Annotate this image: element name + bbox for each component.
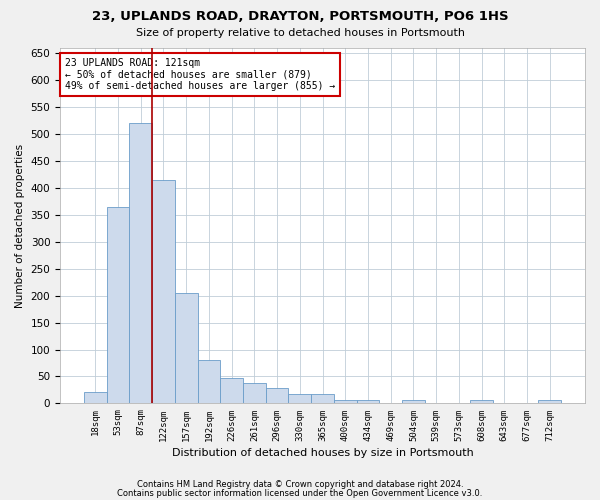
- Bar: [107, 206, 130, 404]
- Bar: [243, 383, 266, 404]
- Bar: [334, 400, 356, 404]
- Bar: [84, 392, 107, 404]
- Bar: [356, 400, 379, 404]
- Bar: [152, 180, 175, 404]
- Text: Size of property relative to detached houses in Portsmouth: Size of property relative to detached ho…: [136, 28, 464, 38]
- Bar: [402, 400, 425, 404]
- Bar: [220, 378, 243, 404]
- Text: 23, UPLANDS ROAD, DRAYTON, PORTSMOUTH, PO6 1HS: 23, UPLANDS ROAD, DRAYTON, PORTSMOUTH, P…: [92, 10, 508, 23]
- Text: Contains HM Land Registry data © Crown copyright and database right 2024.: Contains HM Land Registry data © Crown c…: [137, 480, 463, 489]
- Bar: [266, 388, 289, 404]
- Bar: [470, 400, 493, 404]
- Bar: [289, 394, 311, 404]
- Bar: [175, 293, 197, 404]
- X-axis label: Distribution of detached houses by size in Portsmouth: Distribution of detached houses by size …: [172, 448, 473, 458]
- Bar: [538, 400, 561, 404]
- Y-axis label: Number of detached properties: Number of detached properties: [15, 144, 25, 308]
- Bar: [130, 123, 152, 404]
- Text: Contains public sector information licensed under the Open Government Licence v3: Contains public sector information licen…: [118, 488, 482, 498]
- Bar: [197, 360, 220, 404]
- Text: 23 UPLANDS ROAD: 121sqm
← 50% of detached houses are smaller (879)
49% of semi-d: 23 UPLANDS ROAD: 121sqm ← 50% of detache…: [65, 58, 335, 92]
- Bar: [311, 394, 334, 404]
